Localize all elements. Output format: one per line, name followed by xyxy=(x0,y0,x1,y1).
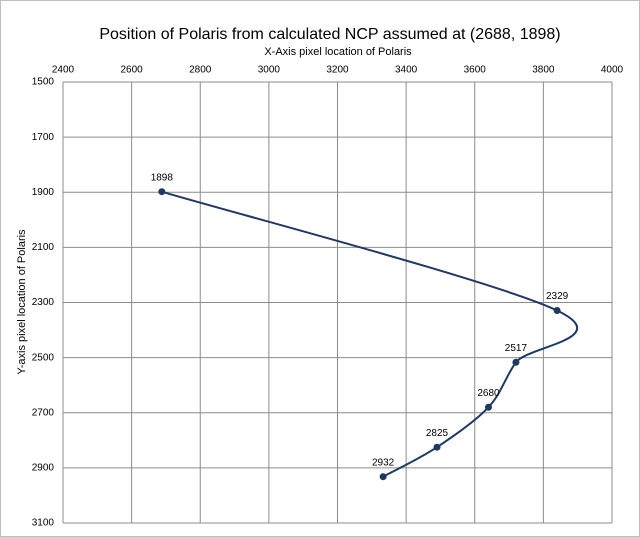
chart-title: Position of Polaris from calculated NCP … xyxy=(99,26,560,43)
data-label: 2517 xyxy=(505,343,528,354)
x-tick-label: 4000 xyxy=(601,65,624,76)
y-tick-label: 1700 xyxy=(32,132,55,143)
x-tick-label: 3400 xyxy=(395,65,418,76)
x-tick-label: 2600 xyxy=(121,65,144,76)
x-tick-label: 3800 xyxy=(532,65,555,76)
data-label: 2680 xyxy=(477,388,500,399)
x-axis-label: X-Axis pixel location of Polaris xyxy=(264,46,412,58)
data-label: 2329 xyxy=(546,291,569,302)
y-tick-label: 2900 xyxy=(32,463,55,474)
y-tick-label: 3100 xyxy=(32,518,55,529)
x-tick-label: 3600 xyxy=(464,65,487,76)
x-tick-label: 2400 xyxy=(52,65,75,76)
x-tick-label: 2800 xyxy=(189,65,212,76)
point xyxy=(433,443,441,451)
line xyxy=(161,190,578,478)
y-axis-label: Y-axis pixel location of Polaris xyxy=(16,229,28,375)
y-tick-label: 2300 xyxy=(32,297,55,308)
data-label: 1898 xyxy=(151,172,174,183)
y-tick-label: 2100 xyxy=(32,242,55,253)
point xyxy=(379,473,387,481)
point xyxy=(553,306,561,314)
y-tick-label: 2700 xyxy=(32,407,55,418)
y-tick-label: 1500 xyxy=(32,77,55,88)
point xyxy=(484,403,492,411)
x-tick-label: 3200 xyxy=(326,65,349,76)
point xyxy=(512,358,520,366)
data-label: 2825 xyxy=(426,428,449,439)
y-tick-label: 2500 xyxy=(32,352,55,363)
point xyxy=(158,188,166,196)
y-tick-label: 1900 xyxy=(32,187,55,198)
data-label: 2932 xyxy=(372,457,395,468)
x-tick-label: 3000 xyxy=(258,65,281,76)
